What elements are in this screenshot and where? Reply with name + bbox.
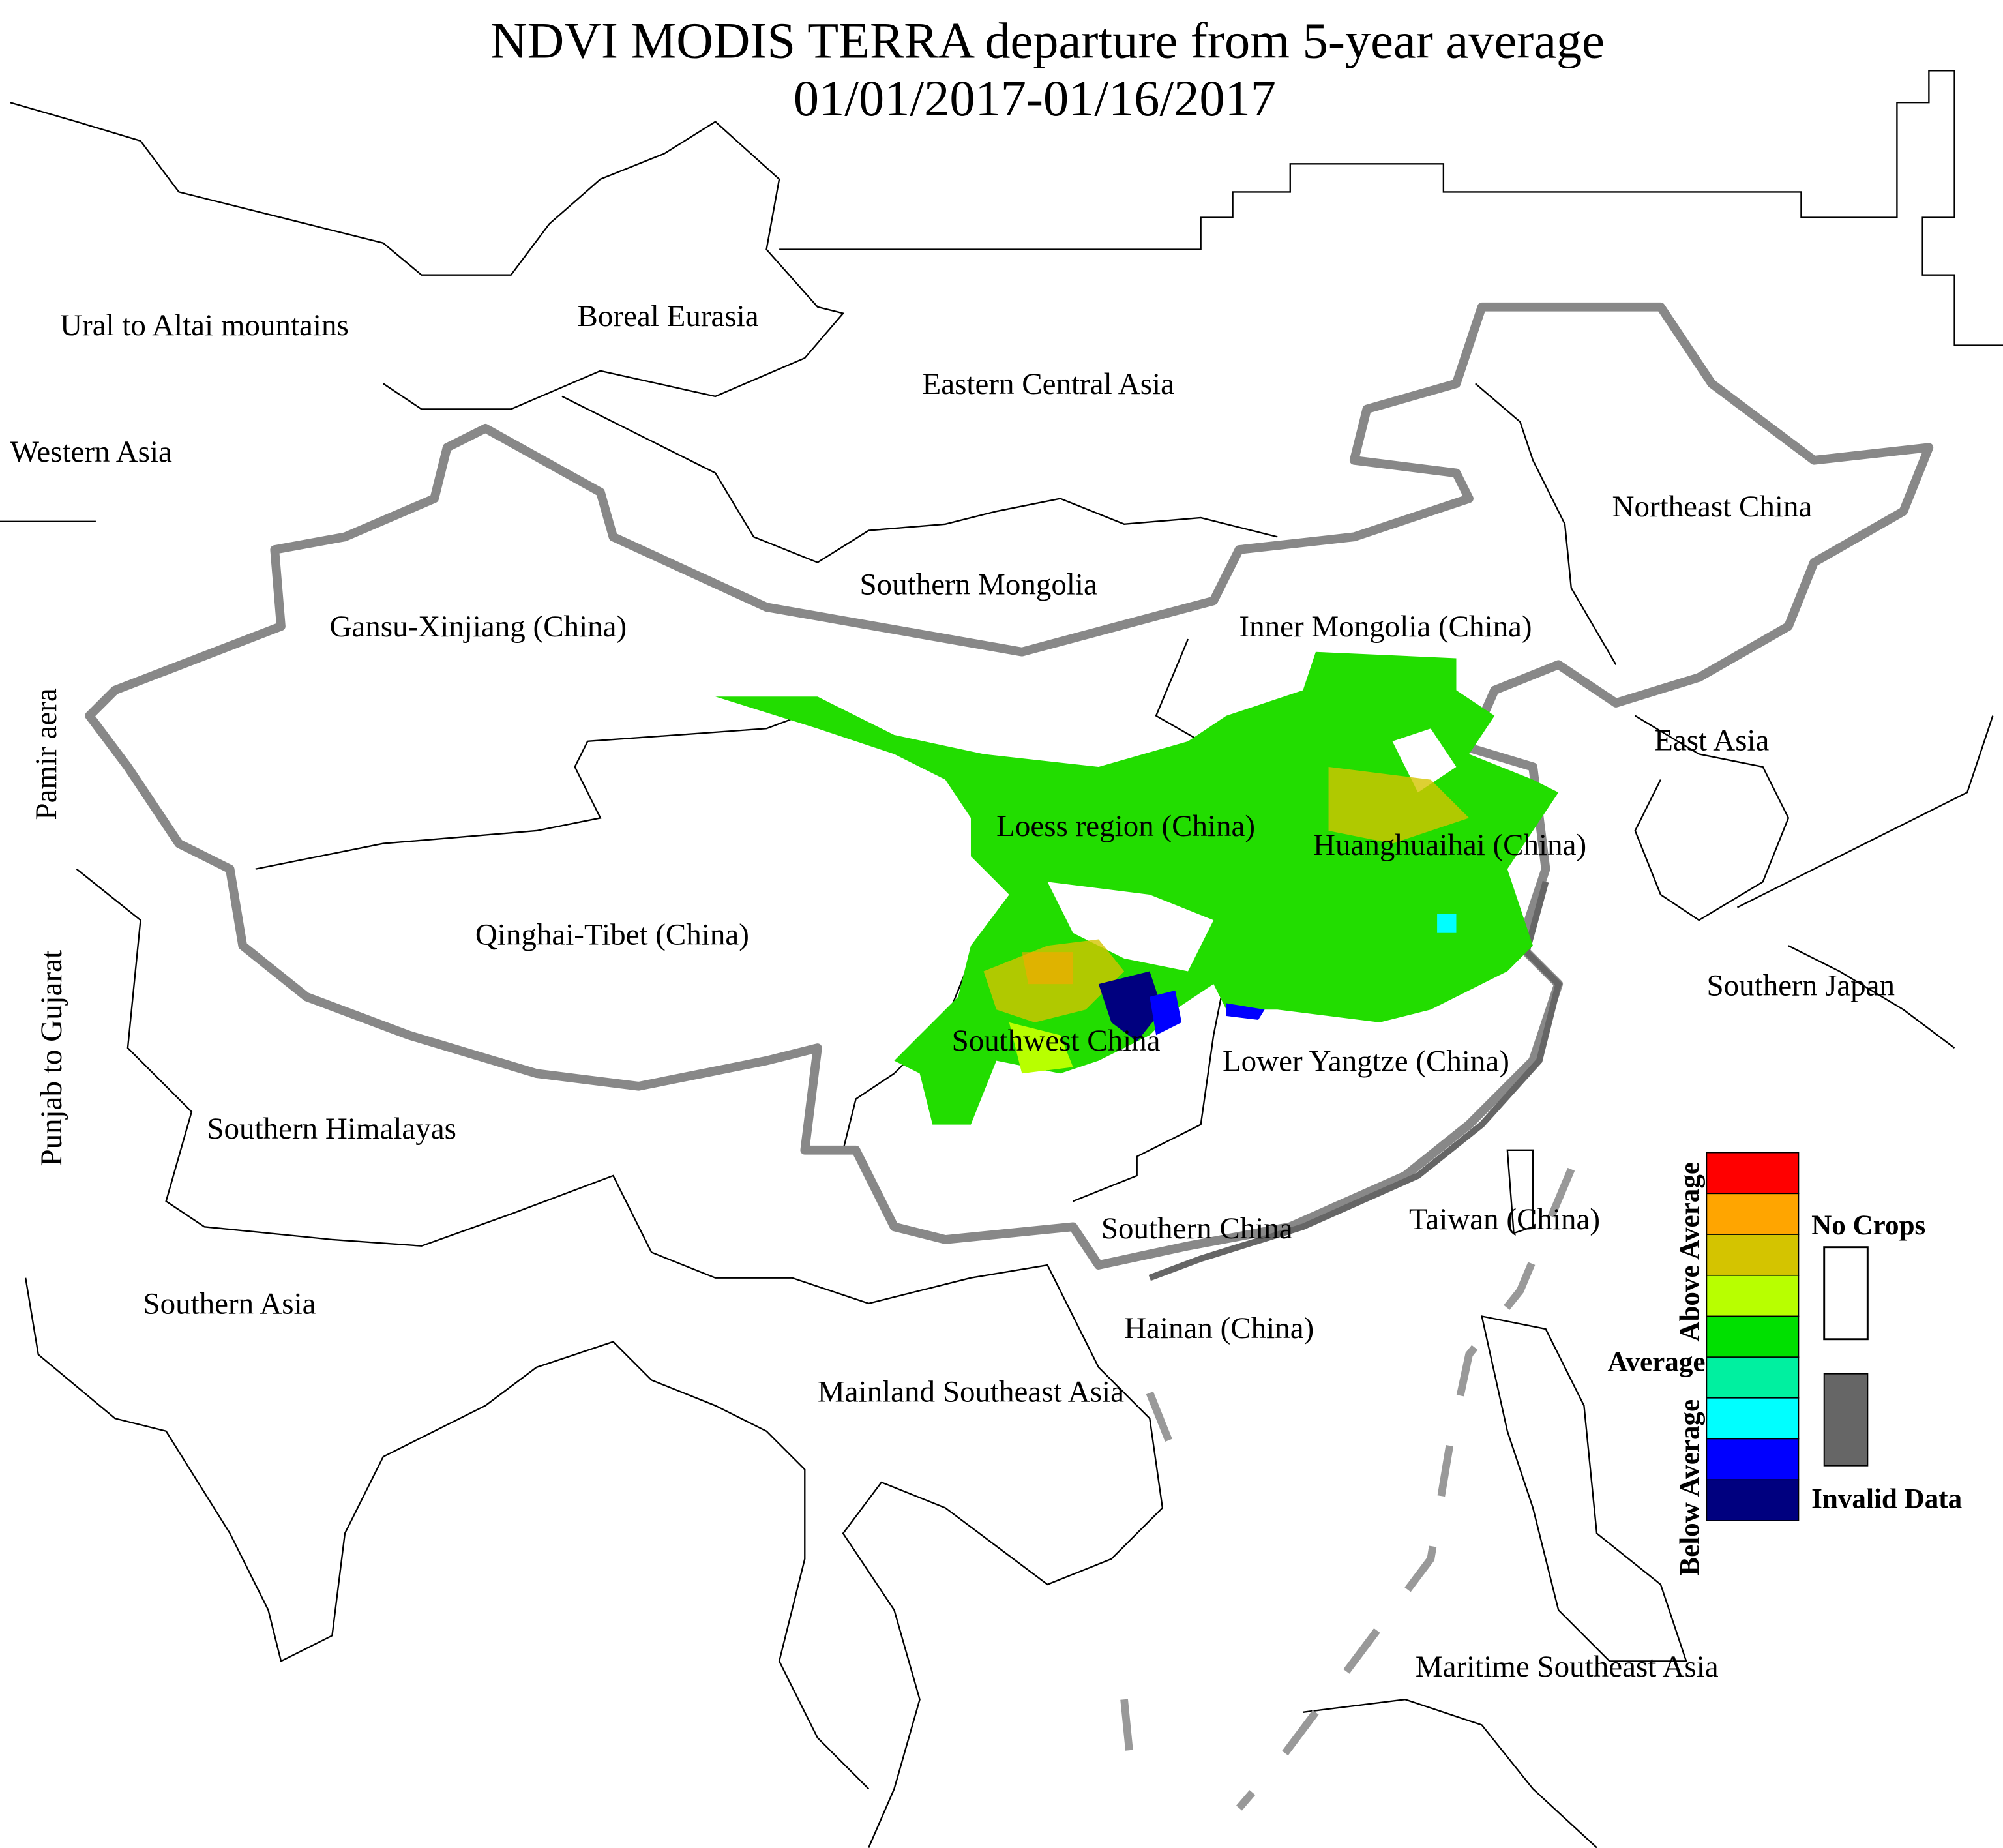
region-label: Southern Japan [1706, 969, 1895, 1003]
region-label: Pamir aera [29, 688, 63, 820]
region-label: Qinghai-Tibet (China) [475, 917, 749, 951]
legend: No Crops Invalid Data Average Above Aver… [1608, 1152, 1962, 1576]
region-label: Boreal Eurasia [578, 299, 759, 333]
region-label: Southern China [1101, 1212, 1293, 1245]
region-label: Maritime Southeast Asia [1416, 1650, 1719, 1684]
region-label: Mainland Southeast Asia [818, 1375, 1124, 1409]
region-label: Gansu-Xinjiang (China) [329, 610, 627, 644]
legend-swatch [1706, 1356, 1800, 1399]
region-label: Southern Himalayas [207, 1112, 456, 1146]
region-label: Punjab to Gujarat [35, 950, 68, 1167]
region-label: Eastern Central Asia [923, 367, 1175, 401]
legend-invalid: Invalid Data [1811, 1483, 1962, 1514]
title: NDVI MODIS TERRA departure from 5-year a… [490, 12, 1605, 69]
region-label: Lower Yangtze (China) [1223, 1044, 1509, 1078]
legend-swatch [1706, 1438, 1800, 1481]
legend-swatch [1706, 1152, 1800, 1195]
no-crops-swatch [1823, 1246, 1869, 1341]
invalid-swatch [1823, 1373, 1869, 1467]
region-label: Southwest China [952, 1024, 1161, 1058]
legend-average: Average [1608, 1347, 1706, 1378]
region-label: Hainan (China) [1124, 1311, 1314, 1345]
region-label: Southern Mongolia [860, 568, 1097, 602]
region-label: Northeast China [1612, 490, 1812, 524]
crop-ndvi-patches [715, 651, 1559, 1125]
region-label: Loess region (China) [996, 809, 1255, 843]
region-labels: Ural to Altai mountains Boreal Eurasia Eas… [10, 299, 1895, 1684]
subtitle: 01/01/2017-01/16/2017 [794, 70, 1276, 127]
legend-below: Below Average [1675, 1399, 1706, 1576]
region-label: Southern Asia [143, 1287, 316, 1321]
region-label: Ural to Altai mountains [60, 308, 349, 342]
legend-swatch [1706, 1397, 1800, 1440]
region-label: Taiwan (China) [1409, 1202, 1600, 1236]
legend-no-crops: No Crops [1811, 1210, 1925, 1241]
coastline [1148, 881, 1562, 1281]
legend-above: Above Average [1675, 1162, 1706, 1342]
legend-swatch [1706, 1315, 1800, 1358]
nine-dash-line [1120, 1167, 1575, 1811]
legend-swatch [1706, 1274, 1800, 1317]
region-label: Inner Mongolia (China) [1239, 610, 1532, 644]
region-label: Huanghuaihai (China) [1313, 828, 1586, 862]
region-label: Western Asia [10, 435, 172, 469]
region-label: East Asia [1654, 724, 1769, 758]
legend-swatch [1706, 1234, 1800, 1276]
legend-swatch [1706, 1193, 1800, 1235]
legend-swatch [1706, 1479, 1800, 1521]
